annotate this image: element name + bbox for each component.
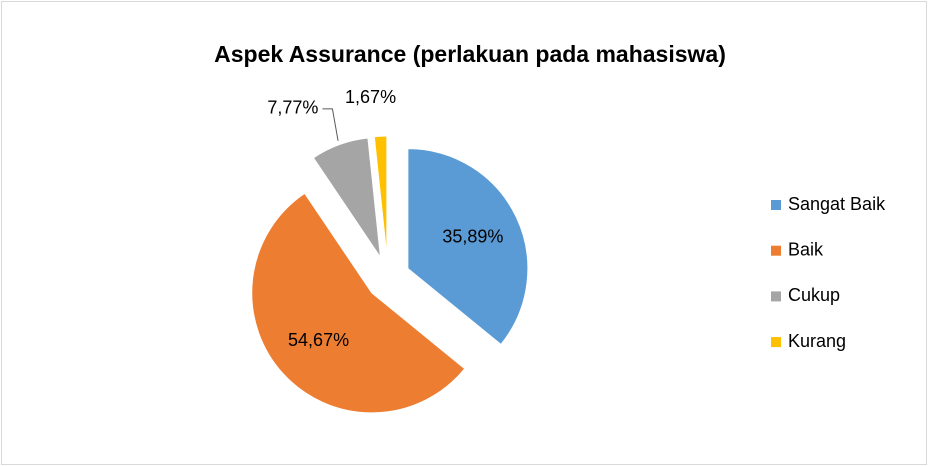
legend-label: Sangat Baik	[788, 194, 886, 214]
data-label: 54,67%	[288, 330, 349, 350]
legend-swatch	[771, 291, 781, 302]
pie-slice	[373, 135, 388, 257]
data-label: 35,89%	[442, 226, 503, 246]
chart-title: Aspek Assurance (perlakuan pada mahasisw…	[214, 41, 726, 67]
data-label: 7,77%	[267, 98, 318, 118]
legend-swatch	[771, 245, 781, 256]
legend-label: Baik	[788, 239, 824, 259]
leader-line	[322, 108, 339, 141]
legend-swatch	[771, 337, 781, 348]
pie-slice	[407, 148, 529, 346]
data-label: 1,67%	[345, 87, 396, 107]
legend-label: Cukup	[788, 285, 840, 305]
legend-swatch	[771, 200, 781, 210]
legend-label: Kurang	[788, 331, 846, 351]
pie-slice	[312, 137, 381, 258]
pie-slice	[251, 192, 466, 414]
